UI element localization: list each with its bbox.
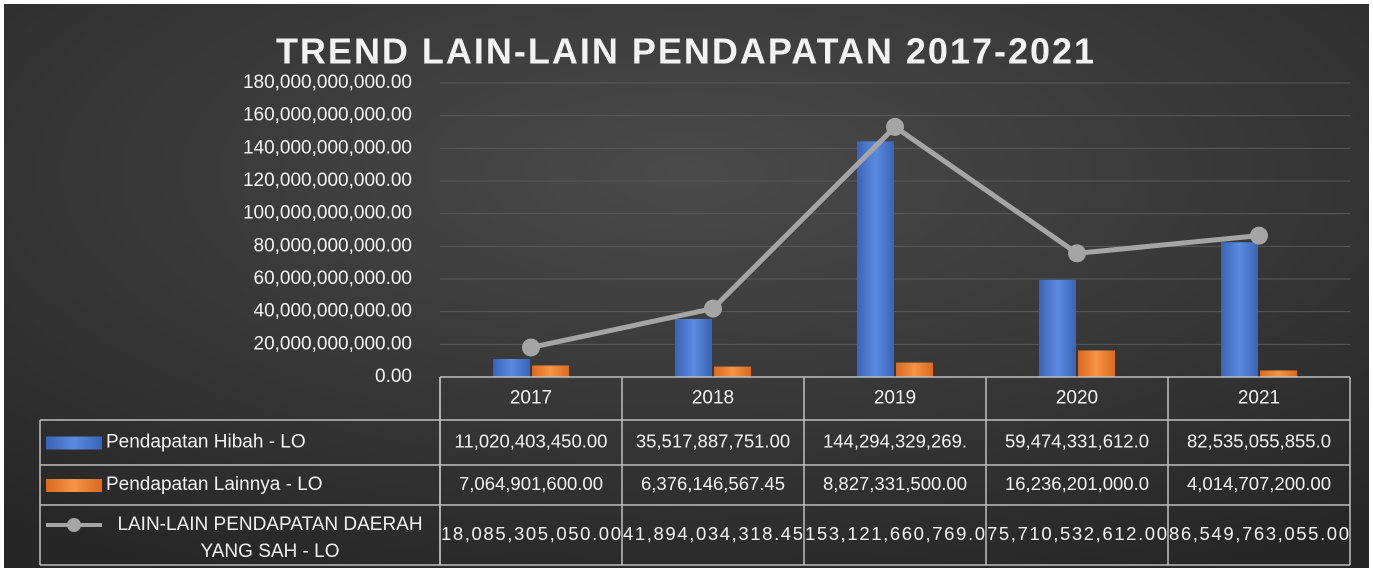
bar [1039, 279, 1076, 377]
legend-label-box: LAIN-LAIN PENDAPATAN DAERAH YANG SAH - L… [117, 514, 423, 562]
y-tick-label: 40,000,000,000.00 [254, 301, 413, 322]
legend-label: LAIN-LAIN PENDAPATAN DAERAH YANG SAH - L… [117, 514, 423, 562]
table-value: 4,014,707,200.00 [1187, 473, 1331, 494]
line-marker [522, 338, 540, 357]
x-tick-label: 2018 [692, 388, 734, 409]
legend-key [46, 436, 102, 450]
bar [896, 362, 933, 377]
legend-label: Pendapatan Hibah - LO [106, 432, 306, 453]
bar [1078, 350, 1115, 377]
table-value: 153,121,660,769.0 [805, 523, 985, 544]
background [4, 4, 1369, 568]
table-value: 7,064,901,600.00 [459, 473, 603, 494]
table-value: 8,827,331,500.00 [823, 473, 967, 494]
table-value: 6,376,146,567.45 [641, 473, 785, 494]
y-tick-label: 160,000,000,000.00 [243, 105, 412, 126]
table-value: 18,085,305,050.00 [441, 523, 621, 544]
table-value: 82,535,055,855.0 [1187, 430, 1331, 451]
x-tick-label: 2020 [1056, 388, 1098, 409]
bar [714, 366, 751, 377]
line-marker [886, 117, 904, 136]
bar [857, 141, 894, 377]
line-marker [1068, 244, 1086, 263]
y-tick-label: 120,000,000,000.00 [243, 170, 412, 191]
table-value: 86,549,763,055.00 [1169, 523, 1349, 544]
x-tick-label: 2017 [510, 388, 552, 409]
y-tick-label: 60,000,000,000.00 [254, 268, 413, 289]
x-tick-label: 2021 [1238, 388, 1280, 409]
y-tick-label: 140,000,000,000.00 [243, 137, 412, 158]
chart-title: TREND LAIN-LAIN PENDAPATAN 2017-2021 [276, 31, 1096, 72]
line-marker [1250, 226, 1268, 245]
y-tick-label: 180,000,000,000.00 [243, 72, 412, 93]
table-value: 16,236,201,000.0 [1005, 473, 1149, 494]
table-value: 59,474,331,612.0 [1005, 430, 1149, 451]
legend-key [67, 518, 81, 532]
table-value: 144,294,329,269. [823, 430, 967, 451]
y-tick-label: 100,000,000,000.00 [243, 203, 412, 224]
y-tick-label: 80,000,000,000.00 [254, 235, 413, 256]
table-value: 41,894,034,318.45 [623, 523, 803, 544]
bar [1221, 242, 1258, 377]
y-tick-label: 0.00 [375, 366, 412, 387]
bar [675, 318, 712, 377]
bar [1260, 370, 1297, 377]
legend-label: Pendapatan Lainnya - LO [106, 474, 323, 495]
table-value: 75,710,532,612.00 [987, 523, 1167, 544]
bar [532, 365, 569, 377]
x-tick-label: 2019 [874, 388, 916, 409]
bar [493, 359, 530, 377]
legend-key [46, 479, 102, 492]
line-marker [704, 299, 722, 318]
y-tick-label: 20,000,000,000.00 [254, 333, 413, 354]
table-value: 11,020,403,450.00 [455, 430, 608, 451]
table-value: 35,517,887,751.00 [636, 430, 790, 451]
